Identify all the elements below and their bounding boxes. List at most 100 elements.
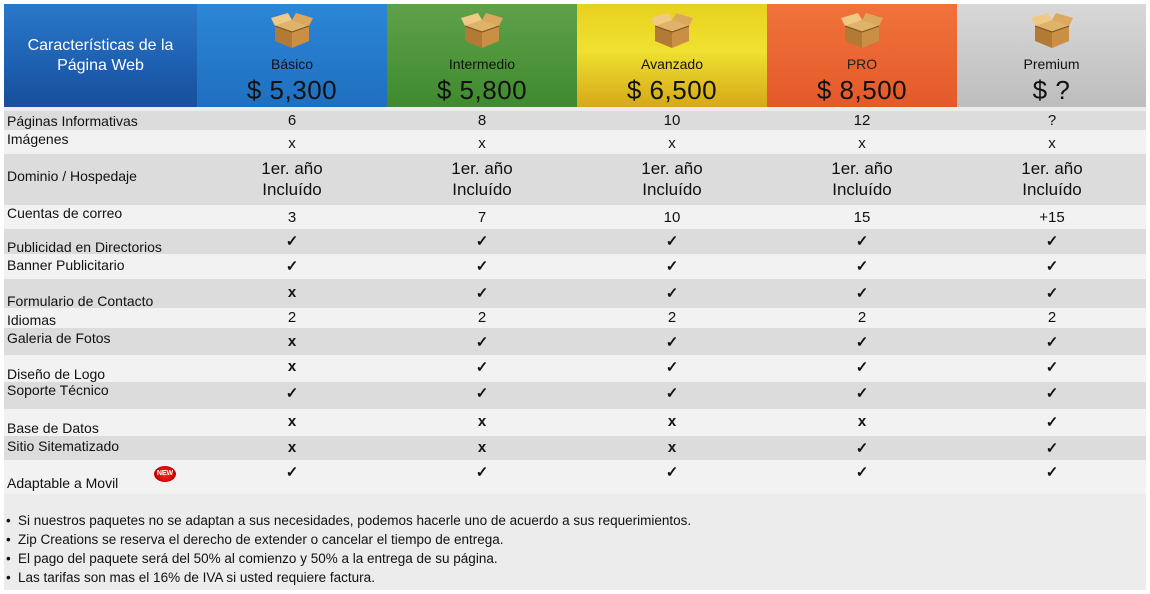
check-icon: ✓ — [1045, 285, 1059, 302]
cross-icon: x — [287, 439, 297, 456]
cross-icon: x — [857, 413, 867, 430]
row-label: Banner Publicitario — [7, 257, 125, 273]
row-label: Base de Datos — [7, 420, 99, 436]
cross-icon: x — [477, 413, 487, 430]
bullet-icon: • — [6, 513, 11, 528]
table-row: Sitio Sitematizado x x x ✓ ✓ — [4, 436, 1146, 460]
check-icon: ✓ — [1045, 385, 1059, 402]
row-label: Idiomas — [7, 312, 57, 328]
table-title-text: Características de la Página Web — [27, 36, 174, 74]
row-label: Soporte Técnico — [7, 382, 109, 398]
row-label: Formulario de Contacto — [7, 293, 154, 309]
cell: 3 — [287, 209, 297, 226]
check-icon: ✓ — [285, 385, 299, 402]
check-icon: ✓ — [475, 464, 489, 481]
check-icon: ✓ — [1045, 464, 1059, 481]
cell: ? — [1047, 112, 1057, 129]
row-label: Imágenes — [7, 131, 69, 147]
plan-name: Avanzado — [640, 56, 703, 72]
check-icon: ✓ — [855, 258, 869, 275]
check-icon: ✓ — [1045, 359, 1059, 376]
box-icon — [461, 13, 503, 48]
cross-icon: x — [667, 413, 677, 430]
plan-premium-header: Premium $ ? — [957, 4, 1146, 107]
box-icon — [271, 13, 313, 48]
cell: x — [288, 135, 296, 152]
check-icon: ✓ — [285, 464, 299, 481]
table-row: Formulario de Contacto x ✓ ✓ ✓ ✓ — [4, 279, 1146, 309]
check-icon: ✓ — [665, 334, 679, 351]
cross-icon: x — [477, 439, 487, 456]
cell: 6 — [287, 112, 297, 129]
check-icon: ✓ — [665, 233, 679, 250]
bullet-icon: • — [6, 532, 11, 547]
check-icon: ✓ — [1045, 334, 1059, 351]
check-icon: ✓ — [285, 233, 299, 250]
plan-name: PRO — [846, 56, 878, 72]
list-item: • Zip Creations se reserva el derecho de … — [4, 530, 1146, 549]
check-icon: ✓ — [855, 385, 869, 402]
plan-name: Básico — [270, 56, 314, 72]
check-icon: ✓ — [475, 385, 489, 402]
cell: x — [858, 135, 866, 152]
bullet-icon: • — [6, 570, 11, 585]
check-icon: ✓ — [475, 233, 489, 250]
check-icon: ✓ — [665, 285, 679, 302]
cell: 2 — [1047, 309, 1057, 326]
pricing-table: Características de la Página Web Básico … — [4, 4, 1146, 590]
plan-price: $ 6,500 — [626, 75, 718, 105]
cell: x — [478, 135, 486, 152]
check-icon: ✓ — [475, 285, 489, 302]
cell: 1er. año Incluído — [1021, 159, 1083, 199]
row-label: Publicidad en Directorios — [7, 239, 162, 255]
table-row: Adaptable a Movil NEW ✓ ✓ ✓ ✓ ✓ — [4, 460, 1146, 494]
note-text: Zip Creations se reserva el derecho de e… — [18, 532, 504, 547]
new-badge-icon: NEW — [154, 466, 176, 482]
cell: 2 — [287, 309, 297, 326]
cell: 1er. año Incluído — [261, 159, 323, 199]
table-title: Características de la Página Web — [4, 4, 197, 107]
table-row: Base de Datos x x x x ✓ — [4, 409, 1146, 436]
box-icon — [651, 13, 693, 48]
cell: 2 — [667, 309, 677, 326]
plan-pro-header: PRO $ 8,500 — [767, 4, 957, 107]
check-icon: ✓ — [855, 359, 869, 376]
plan-name: Intermedio — [448, 56, 516, 72]
table-row: Publicidad en Directorios ✓ ✓ ✓ ✓ ✓ — [4, 229, 1146, 255]
row-label: Galeria de Fotos — [7, 330, 111, 346]
check-icon: ✓ — [1045, 440, 1059, 457]
cell: 12 — [853, 112, 871, 129]
table-row: Diseño de Logo x ✓ ✓ ✓ ✓ — [4, 355, 1146, 382]
check-icon: ✓ — [1045, 233, 1059, 250]
plan-name: Premium — [1023, 56, 1080, 72]
plan-price: $ 5,300 — [246, 75, 338, 105]
table-row: Galeria de Fotos x ✓ ✓ ✓ ✓ — [4, 328, 1146, 355]
cell: 2 — [477, 309, 487, 326]
cell: 10 — [663, 112, 681, 129]
cross-icon: x — [287, 333, 297, 350]
row-label: Cuentas de correo — [7, 205, 123, 221]
row-label: Páginas Informativas — [7, 113, 138, 129]
check-icon: ✓ — [665, 258, 679, 275]
plan-avanzado-header: Avanzado $ 6,500 — [577, 4, 767, 107]
list-item: • El pago del paquete será del 50% al com… — [4, 549, 1146, 568]
note-text: Las tarifas son mas el 16% de IVA si ust… — [18, 570, 375, 585]
note-text: Si nuestros paquetes no se adaptan a sus… — [18, 513, 692, 528]
check-icon: ✓ — [855, 334, 869, 351]
box-icon — [1030, 13, 1073, 48]
cell: 2 — [857, 309, 867, 326]
cell: 15 — [853, 209, 871, 226]
row-label: Dominio / Hospedaje — [7, 168, 137, 184]
cell: 1er. año Incluído — [831, 159, 893, 199]
check-icon: ✓ — [855, 285, 869, 302]
table-row: Imágenes x x x x x — [4, 130, 1146, 154]
check-icon: ✓ — [855, 440, 869, 457]
cross-icon: x — [667, 439, 677, 456]
cell: x — [668, 135, 676, 152]
plan-price: $ 5,800 — [436, 75, 528, 105]
check-icon: ✓ — [475, 334, 489, 351]
check-icon: ✓ — [665, 359, 679, 376]
cell: 10 — [663, 209, 681, 226]
check-icon: ✓ — [1045, 414, 1059, 431]
cross-icon: x — [287, 284, 297, 301]
